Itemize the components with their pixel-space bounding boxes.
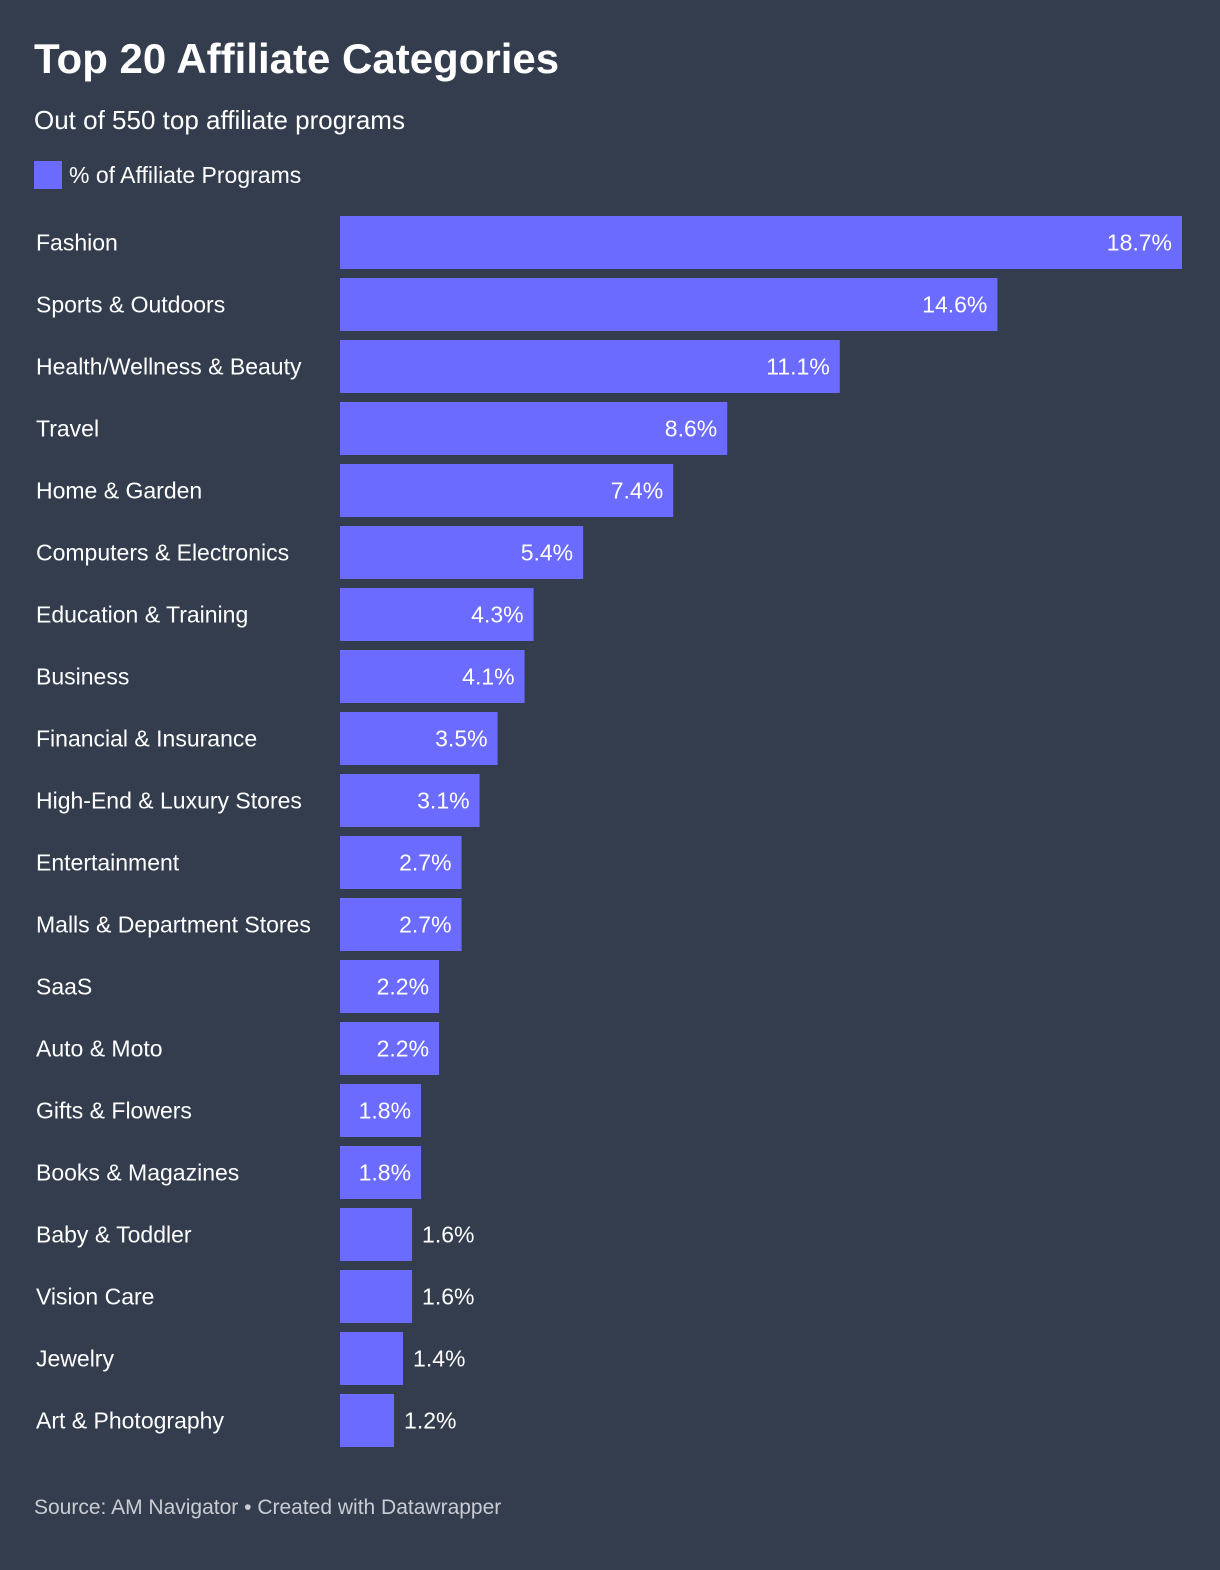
footer: Source: AM Navigator • Created with Data…	[34, 1494, 501, 1522]
category-label: Auto & Moto	[36, 1036, 163, 1062]
value-label: 3.5%	[435, 726, 487, 752]
value-label: 8.6%	[665, 416, 717, 442]
value-label: 2.2%	[377, 974, 429, 1000]
value-label: 14.6%	[922, 292, 987, 318]
credit-text: Created with Datawrapper	[257, 1496, 502, 1519]
chart-subtitle: Out of 550 top affiliate programs	[34, 105, 405, 135]
value-label: 1.8%	[359, 1098, 411, 1124]
bar	[340, 650, 525, 703]
value-label: 3.1%	[417, 788, 469, 814]
value-label: 11.1%	[766, 354, 830, 380]
bar	[340, 1146, 422, 1199]
value-label: 1.2%	[404, 1408, 456, 1434]
bar	[340, 588, 534, 641]
category-label: Art & Photography	[36, 1408, 224, 1434]
source-name: AM Navigator	[111, 1496, 239, 1519]
value-label: 5.4%	[521, 540, 573, 566]
category-label: Malls & Department Stores	[36, 912, 311, 938]
bar	[340, 402, 728, 455]
category-label: Education & Training	[36, 602, 248, 628]
bar	[340, 1332, 404, 1385]
value-label: 1.6%	[422, 1284, 474, 1310]
bar	[340, 712, 498, 765]
value-label: 2.7%	[399, 850, 451, 876]
category-label: Jewelry	[36, 1346, 114, 1372]
value-label: 1.6%	[422, 1222, 474, 1248]
value-label: 18.7%	[1107, 230, 1172, 256]
category-label: Baby & Toddler	[36, 1222, 192, 1248]
bar	[340, 216, 1182, 269]
bar	[340, 526, 584, 579]
bar	[340, 1022, 440, 1075]
category-label: Business	[36, 664, 129, 690]
bar	[340, 898, 462, 951]
bar	[340, 464, 674, 517]
category-label: Computers & Electronics	[36, 540, 289, 566]
category-label: Books & Magazines	[36, 1160, 239, 1186]
footer-separator: •	[244, 1496, 252, 1519]
value-label: 4.1%	[462, 664, 514, 690]
bar	[340, 960, 440, 1013]
bar	[340, 836, 462, 889]
bar	[340, 1208, 413, 1261]
value-label: 7.4%	[611, 478, 663, 504]
bar	[340, 774, 480, 827]
legend-swatch	[34, 161, 62, 189]
bar	[340, 1394, 395, 1447]
value-label: 4.3%	[471, 602, 523, 628]
category-label: Fashion	[36, 230, 118, 256]
category-label: Home & Garden	[36, 478, 202, 504]
legend: % of Affiliate Programs	[34, 160, 301, 190]
bar	[340, 1270, 413, 1323]
legend-label: % of Affiliate Programs	[69, 162, 302, 188]
category-label: Sports & Outdoors	[36, 292, 225, 318]
category-label: Financial & Insurance	[36, 726, 257, 752]
bar	[340, 278, 998, 331]
bar	[340, 1084, 422, 1137]
chart-title: Top 20 Affiliate Categories	[34, 35, 560, 82]
source-label: Source:	[34, 1496, 107, 1519]
bar	[340, 340, 840, 393]
category-label: Gifts & Flowers	[36, 1098, 192, 1124]
value-label: 1.4%	[413, 1346, 465, 1372]
value-label: 1.8%	[359, 1160, 411, 1186]
category-label: Vision Care	[36, 1284, 154, 1310]
category-label: High-End & Luxury Stores	[36, 788, 302, 814]
value-label: 2.7%	[399, 912, 451, 938]
category-label: Travel	[36, 416, 99, 442]
category-label: Health/Wellness & Beauty	[36, 354, 302, 380]
category-label: Entertainment	[36, 850, 180, 876]
category-label: SaaS	[36, 974, 92, 1000]
value-label: 2.2%	[377, 1036, 429, 1062]
